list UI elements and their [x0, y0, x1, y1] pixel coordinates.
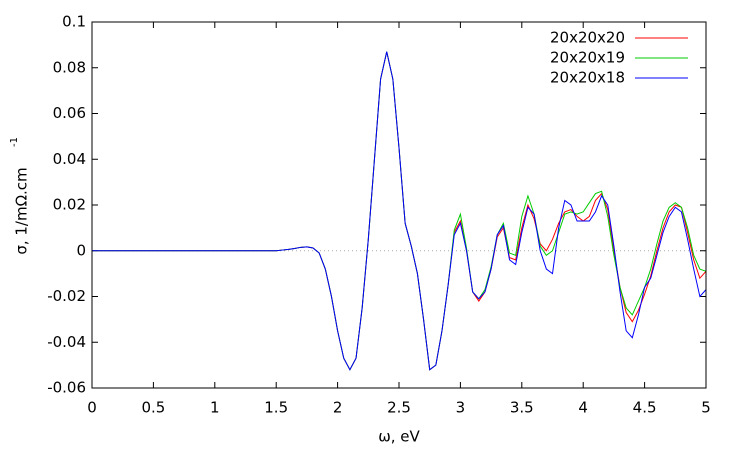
x-tick-label: 3.5	[510, 399, 534, 417]
y-axis-label-superscript: -1	[9, 137, 20, 147]
series-line	[92, 51, 707, 371]
x-tick-label: 5	[701, 399, 711, 417]
x-tick-label: 1.5	[264, 399, 288, 417]
series-line	[92, 51, 707, 371]
y-tick-label: 0	[76, 241, 86, 259]
x-tick-label: 0	[87, 399, 97, 417]
x-tick-label: 4.5	[633, 399, 657, 417]
y-tick-label: 0.08	[53, 58, 86, 76]
plot-border	[91, 21, 707, 389]
y-tick-label: -0.06	[47, 379, 86, 397]
legend-label: 20x20x20	[550, 29, 625, 47]
x-tick-label: 0.5	[141, 399, 165, 417]
y-tick-label: 0.02	[53, 196, 86, 214]
y-tick-label: -0.02	[47, 287, 86, 305]
x-tick-label: 2.5	[387, 399, 411, 417]
y-tick-label: -0.04	[47, 333, 86, 351]
series-line	[92, 51, 707, 371]
y-axis-label: σ, 1/mΩ.cm	[13, 167, 31, 254]
legend-label: 20x20x18	[550, 69, 625, 87]
x-tick-label: 2	[333, 399, 343, 417]
y-axis-label-group: σ, 1/mΩ.cm -1	[9, 137, 31, 255]
y-tick-label: 0.06	[53, 104, 86, 122]
x-axis-label: ω, eV	[378, 428, 420, 446]
x-tick-label: 1	[210, 399, 220, 417]
legend-label: 20x20x19	[550, 49, 625, 67]
x-tick-label: 3	[456, 399, 466, 417]
y-tick-label: 0.1	[62, 13, 86, 31]
y-tick-label: 0.04	[53, 150, 86, 168]
x-tick-label: 4	[578, 399, 588, 417]
